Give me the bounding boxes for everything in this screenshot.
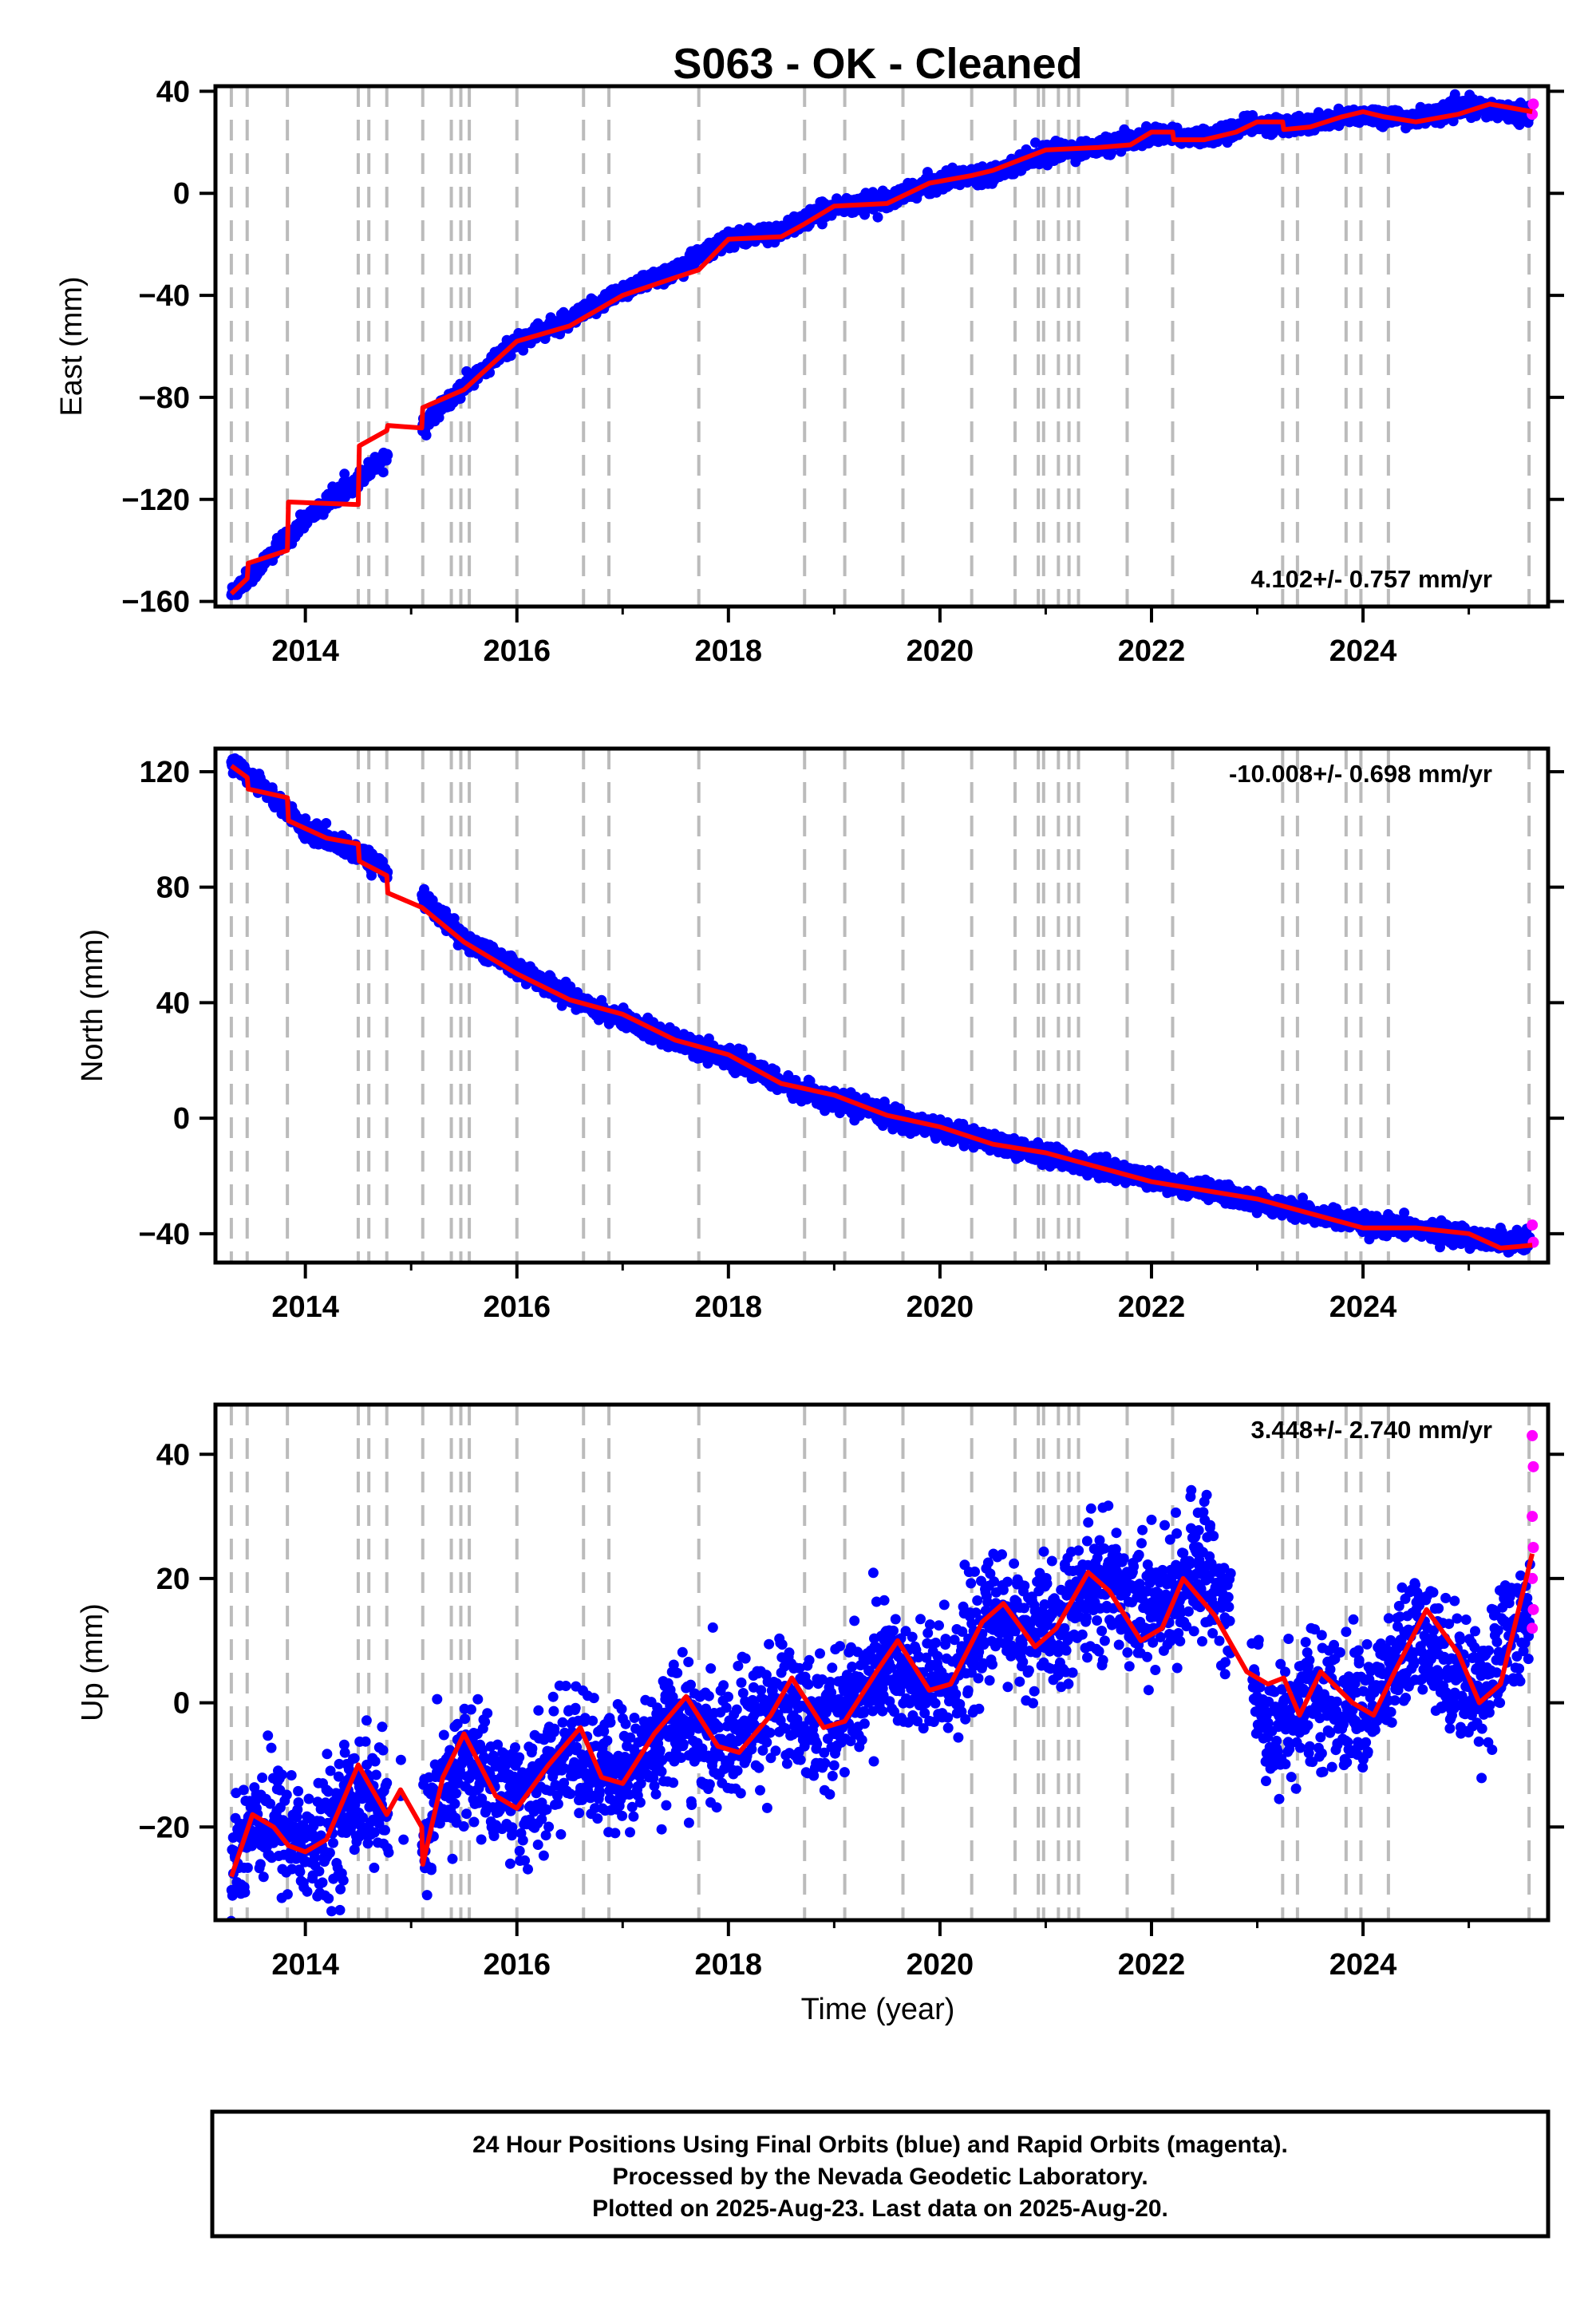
rapid-orbit-point	[1527, 1622, 1539, 1634]
rapid-orbit-point	[1527, 1219, 1539, 1231]
x-tick-label: 2022	[1118, 1290, 1186, 1324]
x-tick-label: 2014	[271, 1290, 339, 1324]
footer-line-processed: Processed by the Nevada Geodetic Laborat…	[612, 2164, 1148, 2190]
y-tick-label: −80	[139, 381, 190, 415]
final-orbit-points	[226, 89, 1536, 601]
step-epoch-lines	[229, 1405, 1531, 1920]
y-axis-ticks: −20 0 20 40	[139, 1438, 1564, 1844]
x-axis-label: Time (year)	[801, 1993, 955, 2026]
rapid-orbit-point	[1527, 1572, 1539, 1584]
x-tick-label: 2014	[271, 1948, 339, 1982]
x-tick-label: 2024	[1329, 634, 1397, 668]
figure-title: S063 - OK - Cleaned	[673, 40, 1082, 88]
up-panel: 2014 2016 2018 2020 2022 2024 −20 0 20 40 Up (mm) 3…	[76, 1402, 1564, 1982]
rapid-orbit-point	[1527, 1603, 1539, 1615]
x-tick-label: 2020	[907, 1290, 974, 1324]
north-panel: 2014 2016 2018 2020 2022 2024 −40 0 40 80 120 North…	[76, 746, 1564, 1324]
step-epoch-lines	[229, 86, 1531, 607]
y-tick-label: −20	[139, 1811, 190, 1844]
y-tick-label: −40	[139, 1218, 190, 1251]
rapid-orbit-point	[1527, 98, 1539, 110]
x-tick-label: 2016	[483, 634, 551, 668]
x-tick-label: 2016	[483, 1290, 551, 1324]
rapid-orbit-point	[1527, 1511, 1539, 1523]
velocity-rate-label: 3.448+/- 2.740 mm/yr	[1251, 1416, 1492, 1444]
y-tick-label: 0	[173, 1687, 190, 1721]
y-tick-label: 80	[156, 871, 190, 905]
y-tick-label: 40	[156, 1438, 190, 1472]
x-tick-label: 2022	[1118, 634, 1186, 668]
x-tick-label: 2014	[271, 634, 339, 668]
footer-line-plotted: Plotted on 2025-Aug-23. Last data on 202…	[592, 2195, 1168, 2222]
plot-frame	[213, 1402, 1551, 1923]
final-orbit-point-cloud	[226, 1484, 1535, 1920]
x-tick-label: 2024	[1329, 1290, 1397, 1324]
final-orbit-point-cloud	[226, 89, 1536, 601]
y-tick-label: 120	[140, 756, 190, 789]
x-tick-label: 2018	[695, 634, 763, 668]
rapid-orbit-point	[1527, 1542, 1539, 1554]
x-tick-label: 2024	[1329, 1948, 1397, 1982]
x-tick-label: 2016	[483, 1948, 551, 1982]
rapid-orbit-point	[1527, 1460, 1539, 1472]
velocity-rate-label: 4.102+/- 0.757 mm/yr	[1251, 565, 1492, 593]
y-tick-label: 40	[156, 986, 190, 1020]
y-tick-label: 20	[156, 1563, 190, 1596]
y-axis-label: Up (mm)	[76, 1603, 109, 1721]
model-fit-line	[229, 101, 1533, 596]
y-tick-label: −120	[121, 484, 190, 517]
final-orbit-points	[226, 1484, 1535, 1920]
x-tick-label: 2020	[907, 1948, 974, 1982]
model-fit-line	[229, 1553, 1535, 1878]
footer-box: 24 Hour Positions Using Final Orbits (bl…	[210, 2109, 1551, 2239]
x-tick-label: 2018	[695, 1290, 763, 1324]
y-axis-label: North (mm)	[76, 929, 109, 1082]
footer-line-orbits: 24 Hour Positions Using Final Orbits (bl…	[472, 2132, 1288, 2158]
y-tick-label: −40	[139, 279, 190, 313]
rapid-orbit-points	[1527, 1429, 1539, 1634]
x-axis-ticks: 2014 2016 2018 2020 2022 2024	[271, 1263, 1471, 1324]
y-tick-label: 0	[173, 177, 190, 211]
x-axis-ticks: 2014 2016 2018 2020 2022 2024	[271, 607, 1471, 668]
velocity-rate-label: -10.008+/- 0.698 mm/yr	[1229, 760, 1492, 788]
plot-frame	[213, 84, 1551, 609]
y-tick-label: 0	[173, 1102, 190, 1136]
plot-frame	[213, 746, 1551, 1265]
y-axis-ticks: −40 0 40 80 120	[139, 756, 1564, 1251]
rapid-orbit-point	[1527, 1429, 1539, 1441]
step-epoch-lines	[229, 749, 1531, 1263]
y-axis-label: East (mm)	[55, 276, 89, 416]
x-tick-label: 2018	[695, 1948, 763, 1982]
y-tick-label: −160	[121, 586, 190, 619]
model-fit-line	[230, 764, 1533, 1251]
y-axis-ticks: −160 −120 −80 −40 0 40	[121, 75, 1564, 619]
y-tick-label: 40	[156, 75, 190, 109]
x-tick-label: 2022	[1118, 1948, 1186, 1982]
east-panel: 2014 2016 2018 2020 2022 2024 −160 −120 −80 −40 0 4…	[55, 75, 1564, 668]
x-tick-label: 2020	[907, 634, 974, 668]
x-axis-ticks: 2014 2016 2018 2020 2022 2024	[271, 1920, 1471, 1982]
